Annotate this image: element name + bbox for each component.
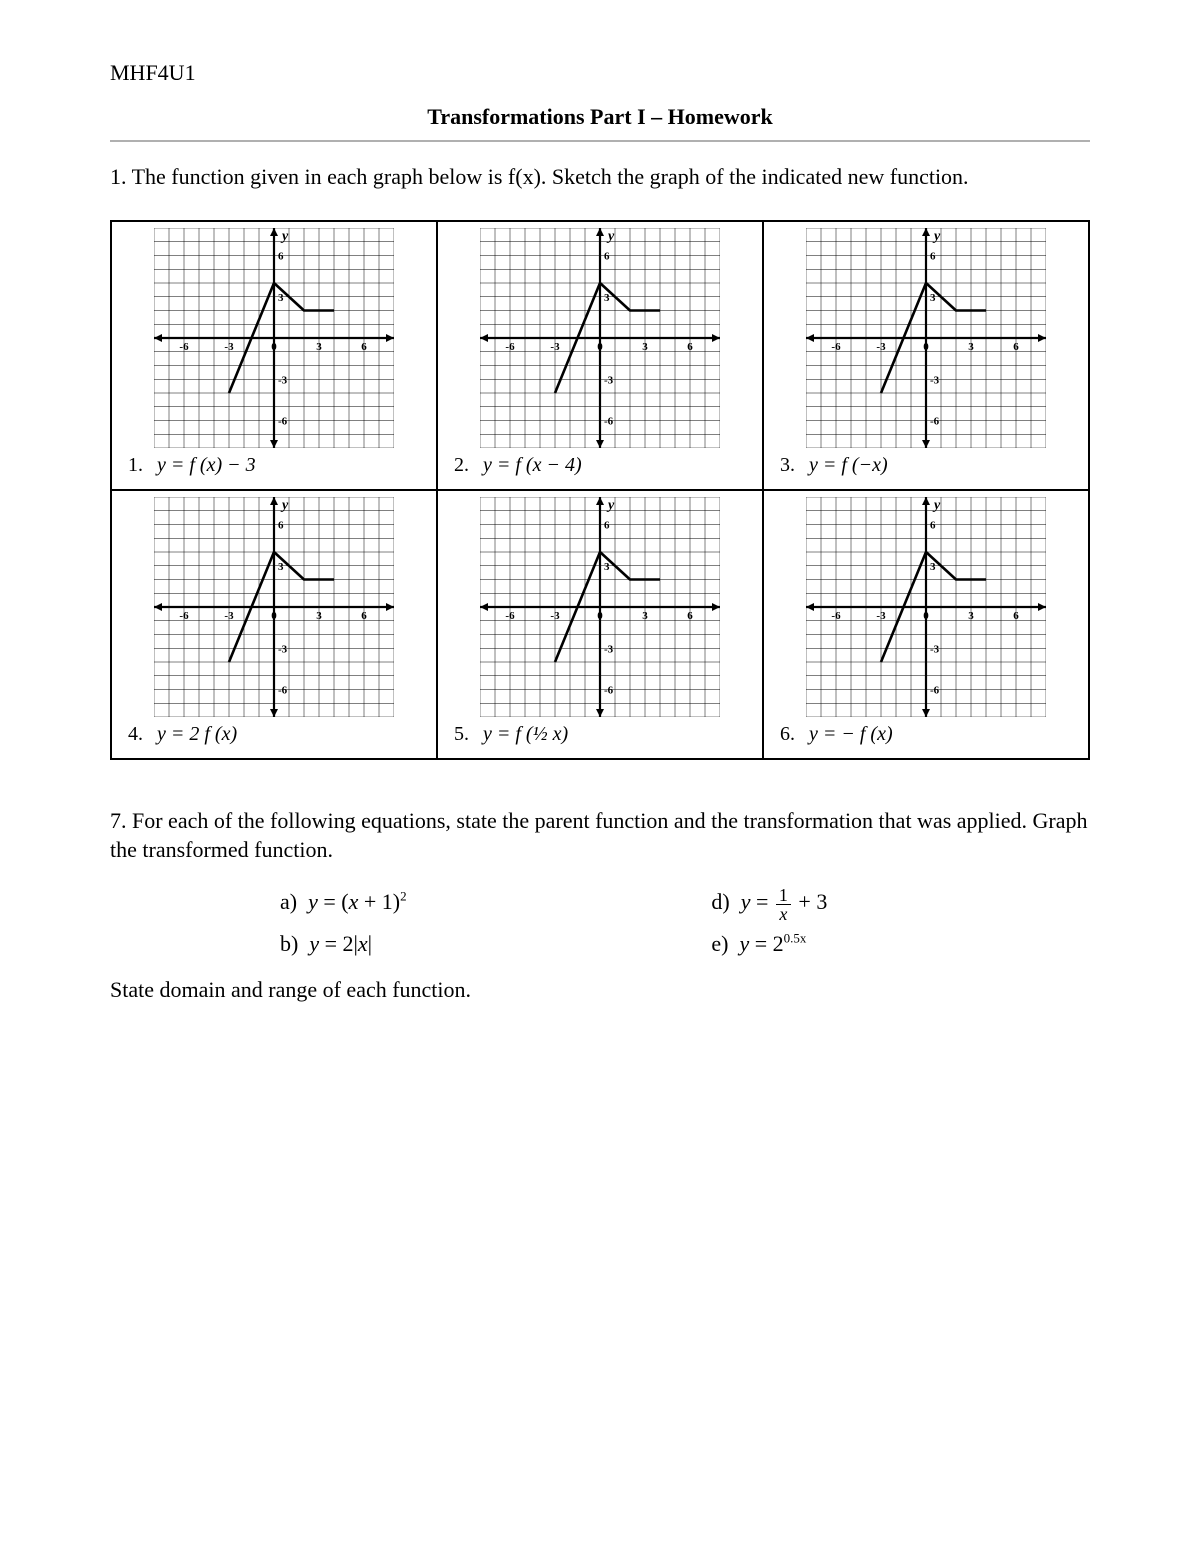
svg-text:-3: -3 xyxy=(930,643,940,655)
svg-text:0: 0 xyxy=(923,610,929,622)
svg-text:6: 6 xyxy=(604,250,610,262)
svg-text:-3: -3 xyxy=(930,374,940,386)
graph-caption: 6.y = − f (x) xyxy=(770,717,1082,748)
svg-text:-3: -3 xyxy=(224,610,234,622)
svg-text:3: 3 xyxy=(930,560,936,572)
graph-cell: -6 -3 0 3 6 -6 -3 3 6 y 4.y = 2 f (x) xyxy=(111,490,437,759)
equation-e: e) y = 20.5x xyxy=(531,923,1090,965)
svg-text:6: 6 xyxy=(930,250,936,262)
graph-caption: 3.y = f (−x) xyxy=(770,448,1082,479)
svg-text:-6: -6 xyxy=(278,684,288,696)
svg-text:-3: -3 xyxy=(876,341,886,353)
question-7-equations: a) y = (x + 1)2 d) y = 1x + 3 b) y = 2|x… xyxy=(110,881,1090,965)
graph-cell: -6 -3 0 3 6 -6 -3 3 6 y 5.y = f (½ x) xyxy=(437,490,763,759)
svg-text:0: 0 xyxy=(271,341,277,353)
document-title: Transformations Part I – Homework xyxy=(110,104,1090,130)
course-code: MHF4U1 xyxy=(110,60,1090,86)
svg-text:3: 3 xyxy=(278,560,284,572)
svg-text:0: 0 xyxy=(597,610,603,622)
graph-cell: -6 -3 0 3 6 -6 -3 3 6 y 1.y = f (x) − 3 xyxy=(111,221,437,490)
svg-text:0: 0 xyxy=(597,341,603,353)
equation-a: a) y = (x + 1)2 xyxy=(110,881,531,923)
graph-caption: 5.y = f (½ x) xyxy=(444,717,756,748)
svg-text:-6: -6 xyxy=(604,415,614,427)
graph-caption: 2.y = f (x − 4) xyxy=(444,448,756,479)
svg-text:y: y xyxy=(932,229,941,244)
svg-text:-3: -3 xyxy=(278,374,288,386)
graph-cell: -6 -3 0 3 6 -6 -3 3 6 y 3.y = f (−x) xyxy=(763,221,1089,490)
question-7-prompt: 7. For each of the following equations, … xyxy=(110,806,1090,865)
graph-plot: -6 -3 0 3 6 -6 -3 3 6 y xyxy=(480,228,720,448)
svg-text:6: 6 xyxy=(930,519,936,531)
svg-text:6: 6 xyxy=(278,250,284,262)
svg-text:-6: -6 xyxy=(278,415,288,427)
svg-text:6: 6 xyxy=(1013,610,1019,622)
svg-text:-6: -6 xyxy=(831,341,841,353)
svg-text:3: 3 xyxy=(278,291,284,303)
svg-text:3: 3 xyxy=(316,610,322,622)
graph-grid: -6-3036-6-336y 1.y = f (x) − 3 -6-3036-6… xyxy=(110,220,1090,760)
svg-text:y: y xyxy=(280,498,289,513)
svg-text:-6: -6 xyxy=(505,610,515,622)
graph-plot: -6 -3 0 3 6 -6 -3 3 6 y xyxy=(154,497,394,717)
question-1-prompt: 1. The function given in each graph belo… xyxy=(110,162,1090,192)
svg-text:-3: -3 xyxy=(550,610,560,622)
graph-plot: -6 -3 0 3 6 -6 -3 3 6 y xyxy=(806,228,1046,448)
svg-text:6: 6 xyxy=(604,519,610,531)
svg-text:-3: -3 xyxy=(604,643,614,655)
svg-text:3: 3 xyxy=(930,291,936,303)
svg-text:-6: -6 xyxy=(179,341,189,353)
svg-text:6: 6 xyxy=(361,610,367,622)
svg-text:-3: -3 xyxy=(278,643,288,655)
svg-text:0: 0 xyxy=(923,341,929,353)
svg-text:-3: -3 xyxy=(876,610,886,622)
svg-text:y: y xyxy=(606,229,615,244)
svg-text:-6: -6 xyxy=(930,415,940,427)
svg-text:-6: -6 xyxy=(505,341,515,353)
equation-d: d) y = 1x + 3 xyxy=(531,881,1090,923)
svg-text:6: 6 xyxy=(278,519,284,531)
divider xyxy=(110,140,1090,142)
svg-text:-6: -6 xyxy=(930,684,940,696)
graph-cell: -6 -3 0 3 6 -6 -3 3 6 y 2.y = f (x − 4) xyxy=(437,221,763,490)
svg-text:3: 3 xyxy=(642,610,648,622)
svg-text:-3: -3 xyxy=(224,341,234,353)
svg-text:3: 3 xyxy=(968,341,974,353)
svg-text:3: 3 xyxy=(604,560,610,572)
graph-plot: -6 -3 0 3 6 -6 -3 3 6 y xyxy=(154,228,394,448)
svg-text:y: y xyxy=(606,498,615,513)
svg-text:6: 6 xyxy=(687,341,693,353)
svg-text:3: 3 xyxy=(642,341,648,353)
svg-text:y: y xyxy=(932,498,941,513)
graph-caption: 4.y = 2 f (x) xyxy=(118,717,430,748)
svg-text:6: 6 xyxy=(687,610,693,622)
svg-text:6: 6 xyxy=(361,341,367,353)
svg-text:-6: -6 xyxy=(179,610,189,622)
svg-text:-3: -3 xyxy=(550,341,560,353)
svg-text:-3: -3 xyxy=(604,374,614,386)
svg-text:3: 3 xyxy=(604,291,610,303)
graph-plot: -6 -3 0 3 6 -6 -3 3 6 y xyxy=(480,497,720,717)
graph-plot: -6 -3 0 3 6 -6 -3 3 6 y xyxy=(806,497,1046,717)
svg-text:3: 3 xyxy=(968,610,974,622)
svg-text:-6: -6 xyxy=(604,684,614,696)
svg-text:0: 0 xyxy=(271,610,277,622)
question-7-footer: State domain and range of each function. xyxy=(110,977,1090,1003)
graph-caption: 1.y = f (x) − 3 xyxy=(118,448,430,479)
svg-text:-6: -6 xyxy=(831,610,841,622)
svg-text:y: y xyxy=(280,229,289,244)
svg-text:6: 6 xyxy=(1013,341,1019,353)
svg-text:3: 3 xyxy=(316,341,322,353)
graph-cell: -6 -3 0 3 6 -6 -3 3 6 y 6.y = − f (x) xyxy=(763,490,1089,759)
equation-b: b) y = 2|x| xyxy=(110,923,531,965)
